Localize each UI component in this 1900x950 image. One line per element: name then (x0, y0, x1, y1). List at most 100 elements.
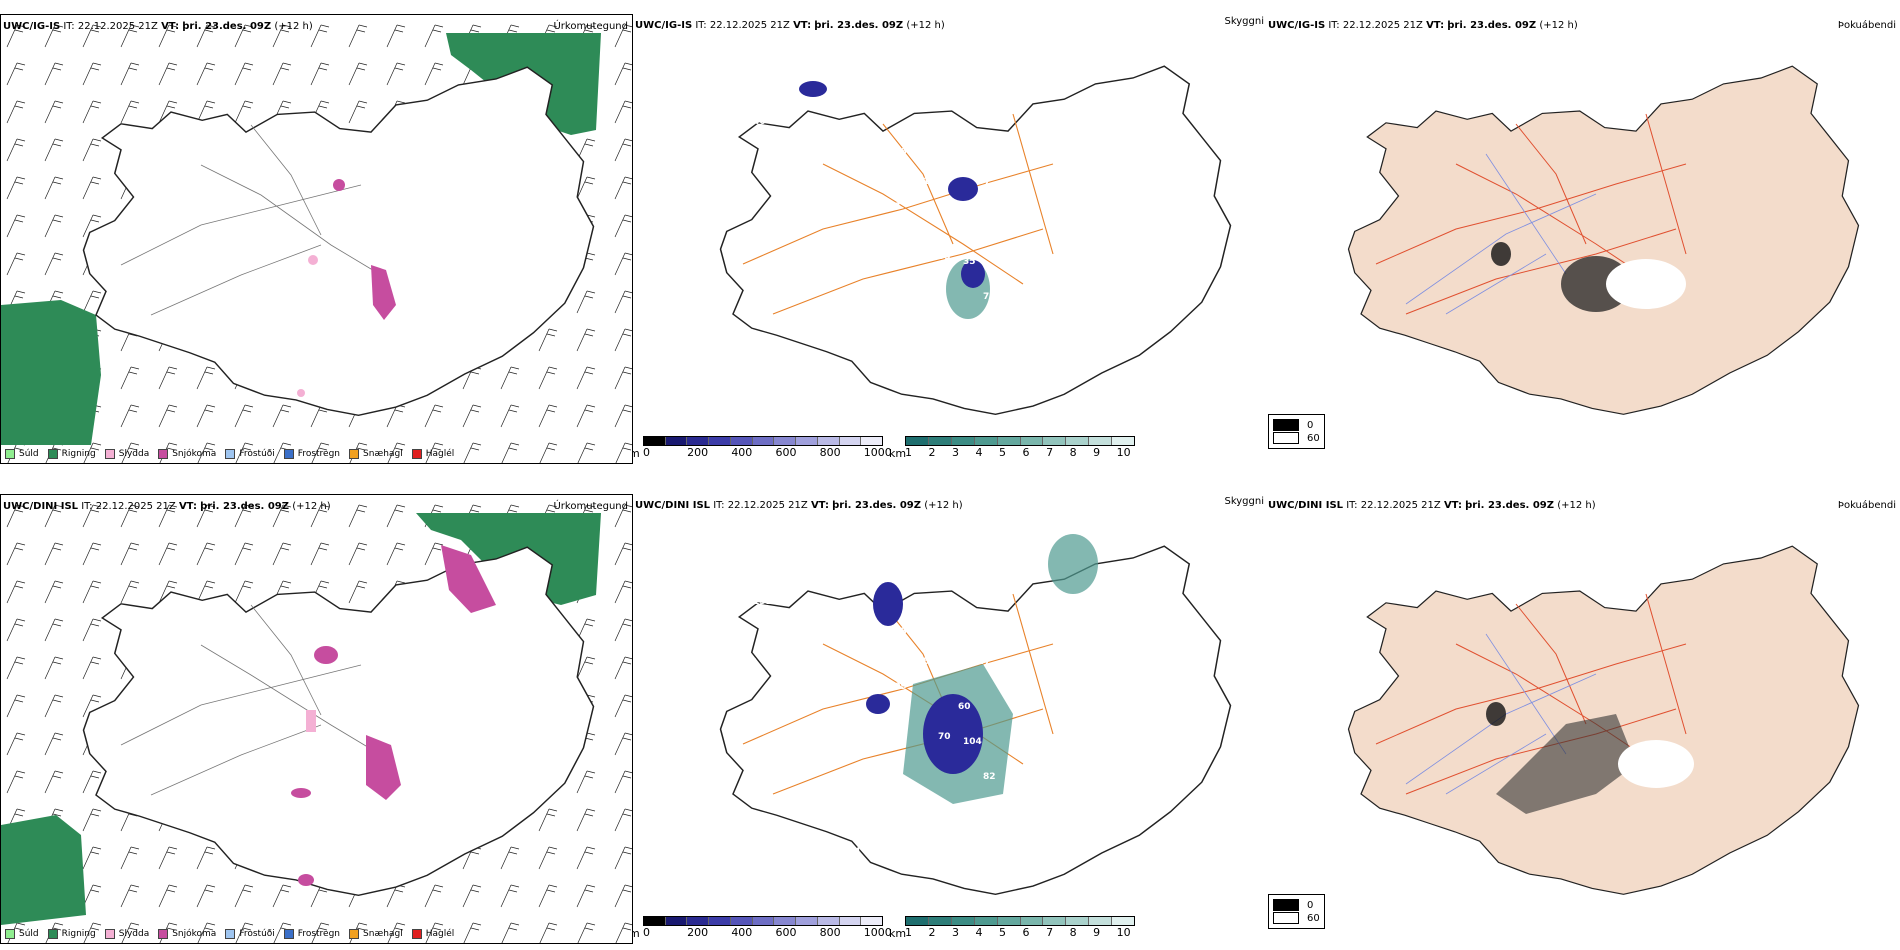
snow-area-1 (371, 265, 396, 320)
legend-item-snaehagl: Snæhagl (349, 929, 403, 939)
precip-map-1 (1, 15, 632, 463)
fog-label: 60 (1307, 432, 1320, 444)
colorbar-swatch (817, 437, 840, 445)
colorbar-swatch (665, 917, 688, 925)
cloud-base-value: 70 (938, 732, 951, 742)
colorbar-swatch (709, 437, 731, 445)
colorbar-tick: 600 (775, 926, 797, 939)
cloud-base-value: 14 (848, 847, 861, 857)
legend-item-rigning: Rigning (47, 449, 96, 459)
legend-label: Haglél (425, 929, 455, 939)
legend-label: Snæhagl (363, 929, 403, 939)
legend-label: Snjókoma (172, 929, 217, 939)
legend-swatch (349, 449, 360, 459)
legend-label: Snæhagl (363, 449, 403, 459)
visibility-colorbar: 1 2 3 4 5 6 7 8 9 10 km (889, 436, 1135, 460)
model-name: UWC/IG-IS (635, 20, 693, 31)
colorbar-swatch (687, 917, 710, 925)
cloud-title: Skyggni (1224, 16, 1264, 27)
colorbar-tick: 200 (687, 926, 709, 939)
colorbar-tick: 8 (1069, 446, 1077, 459)
legend-swatch (5, 929, 15, 939)
colorbar-swatch (928, 917, 952, 925)
legend-label: Frostregn (297, 929, 341, 939)
cloud-base-value: 131 (753, 597, 772, 607)
colorbar-tick: 1000 (863, 926, 892, 939)
cloud-base-area (866, 694, 890, 714)
legend-label: Slydda (118, 929, 150, 939)
colorbar-swatch (997, 917, 1021, 925)
colorbar-tick: 10 (1116, 926, 1131, 939)
legend-swatch (411, 449, 422, 459)
vt-label: VT: (1426, 20, 1445, 31)
precip-title: Úrkomutegund (553, 501, 628, 512)
roads (120, 604, 382, 796)
visibility-swatches (905, 916, 1135, 926)
legend-swatch (411, 929, 422, 939)
cloud-map-1: 46 32 29 67 118 75 35 35 76 97 146 37 95 108 107 (719, 65, 1232, 416)
legend-swatch (47, 449, 58, 459)
vt-label: VT: (793, 20, 812, 31)
colorbar-swatch (817, 917, 840, 925)
cloud-base-area (961, 260, 985, 288)
fog-title: Þokuábendi (1837, 20, 1896, 31)
legend-swatch (5, 449, 15, 459)
legend-item-sudl: Súld (5, 929, 39, 939)
cloud-base-value: 76 (983, 292, 996, 302)
vt-label: VT: (810, 500, 829, 511)
snow-area-2 (333, 179, 345, 191)
colorbar-tick: 4 (975, 926, 983, 939)
colorbar-swatch (1089, 917, 1113, 925)
colorbar-swatch (1066, 917, 1090, 925)
cloud-base-swatches (643, 916, 883, 926)
lead-time: (+12 h) (274, 21, 313, 32)
cloud-base-value: 99 (828, 692, 841, 702)
colorbar-swatch (1043, 437, 1067, 445)
cloud-base-area (923, 694, 983, 774)
colorbar-swatch (861, 917, 883, 925)
cloud-base-value: 60 (958, 702, 971, 712)
it-label: IT: (713, 500, 725, 511)
colorbar-swatch (796, 437, 818, 445)
precip-panel-1: UWC/IG-IS IT: 22.12.2025 21Z VT: þri. 23… (0, 14, 633, 464)
colorbar-tick: 1000 (863, 446, 892, 459)
lead-time: (+12 h) (292, 501, 331, 512)
colorbar-swatch (928, 437, 952, 445)
fog-dense-area (1491, 242, 1511, 266)
precip-map-2 (1, 495, 632, 943)
cloud-base-value: 67 (888, 202, 901, 212)
legend-item-snjokoma: Snjókoma (158, 929, 216, 939)
colorbar-swatch (644, 437, 666, 445)
colorbar-swatch (687, 437, 710, 445)
it-value: 22.12.2025 21Z (727, 500, 808, 511)
legend-swatch (104, 449, 115, 459)
legend-swatch (283, 929, 294, 939)
legend-label: Frostregn (297, 449, 341, 459)
model-name: UWC/DINI ISL (635, 500, 711, 511)
it-value: 22.12.2025 21Z (95, 501, 176, 512)
colorbar-swatch (752, 437, 775, 445)
colorbar-tick: 3 (952, 446, 960, 459)
fog-legend-item: 60 (1273, 912, 1320, 924)
legend-swatch (158, 449, 169, 459)
fog-swatch (1273, 912, 1299, 924)
legend-label: Súld (19, 449, 39, 459)
fog-map-2 (1347, 545, 1860, 895)
fog-label: 0 (1307, 899, 1314, 911)
colorbar-swatch (1066, 437, 1090, 445)
snow-area-2 (314, 646, 338, 664)
legend-item-snaehagl: Snæhagl (349, 449, 403, 459)
colorbar-swatch (1112, 437, 1135, 445)
fog-swatch (1273, 419, 1299, 431)
legend-label: Rigning (61, 929, 96, 939)
fog-dense-area (1486, 702, 1506, 726)
fog-legend-item: 0 (1273, 899, 1320, 911)
precip-legend: Súld Rigning Slydda Snjókoma Frostúði Fr… (5, 929, 454, 939)
cloud-base-value: 47 (978, 657, 991, 667)
colorbar-tick: 6 (1022, 446, 1030, 459)
visibility-ticks: 1 2 3 4 5 6 7 8 9 10 (905, 446, 1135, 459)
cloud-labels-1: 46 32 29 67 118 75 35 35 76 97 146 37 95 108 107 (738, 117, 1056, 342)
cloud-base-value: 32 (833, 757, 846, 767)
colorbar-tick: 2 (928, 926, 936, 939)
panel-header: UWC/DINI ISL IT: 22.12.2025 21Z VT: þri.… (3, 501, 331, 512)
